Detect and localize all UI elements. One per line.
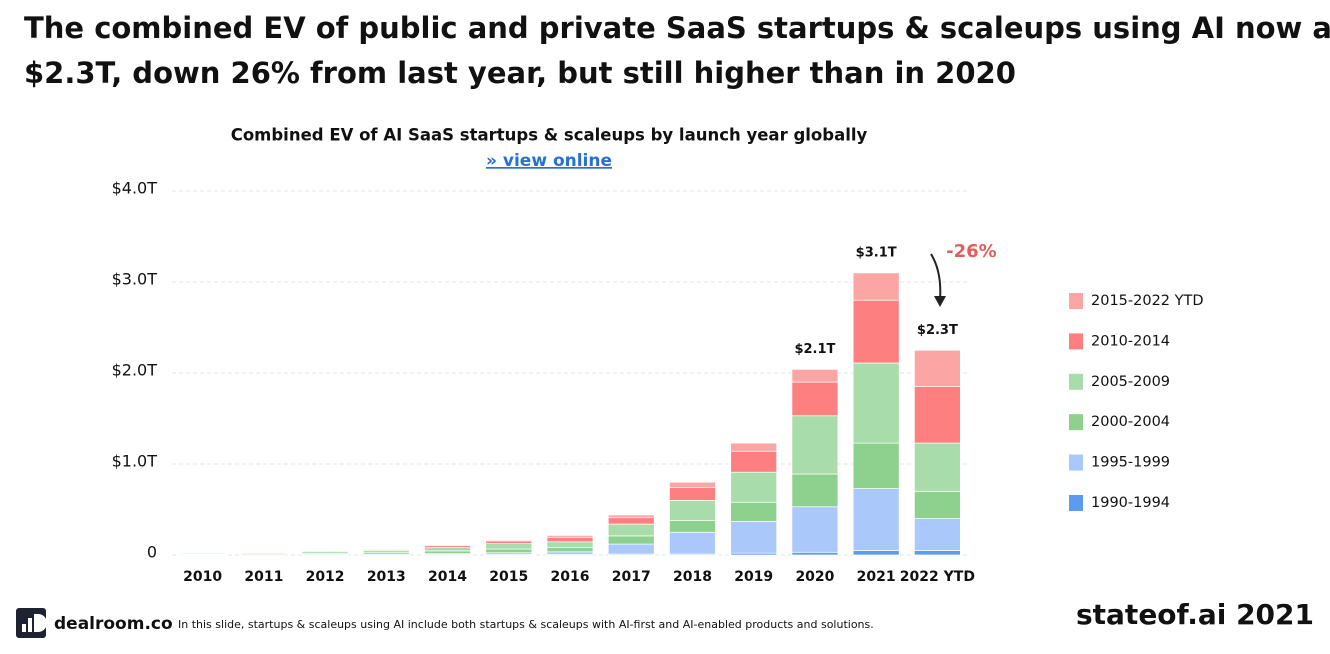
arrow — [930, 253, 942, 301]
bar-segment — [424, 546, 471, 552]
headline: $2.3T, down 26% from last year, but stil… — [24, 56, 1016, 90]
legend-swatch — [1069, 373, 1083, 390]
bar-segment — [730, 471, 778, 503]
x-tick-label: 2015 — [489, 569, 528, 585]
bar-segment — [852, 362, 900, 444]
x-tick-label: 2012 — [306, 569, 345, 585]
view-online-link[interactable]: » view online — [486, 151, 612, 171]
y-tick-label: $4.0T — [112, 179, 158, 198]
arrow-head — [934, 296, 946, 307]
bar-segment — [852, 442, 900, 489]
bar-segment — [914, 550, 961, 556]
total-label: $2.1T — [794, 342, 835, 357]
x-tick-label: 2018 — [673, 569, 712, 585]
legend-label: 2005-2009 — [1091, 374, 1170, 390]
bar-segment — [546, 536, 594, 543]
brand: dealroom.co — [54, 614, 173, 634]
bar-segment — [485, 539, 533, 542]
bar-segment — [791, 415, 839, 475]
x-tick-label: 2010 — [183, 569, 222, 585]
bar-segment — [669, 487, 716, 501]
bar-segment — [730, 442, 778, 452]
logo — [16, 608, 47, 638]
bar-segment — [852, 299, 900, 364]
bar-segment — [607, 543, 655, 555]
bar-segment — [362, 549, 410, 551]
y-tick-label: $1.0T — [112, 452, 158, 471]
y-tick-label: $3.0T — [112, 270, 158, 289]
bar-segment — [852, 272, 900, 301]
legend-swatch — [1069, 454, 1083, 471]
bar-segment — [485, 548, 533, 554]
bar-segment — [546, 535, 594, 538]
total-label: $2.3T — [917, 323, 958, 338]
bar-segment — [669, 520, 716, 533]
x-tick-label: 2020 — [795, 569, 834, 585]
legend-label: 2000-2004 — [1091, 414, 1170, 430]
bar-segment — [485, 540, 533, 544]
legend-swatch — [1069, 333, 1083, 350]
total-label: $3.1T — [856, 245, 897, 260]
bar-segment — [424, 550, 471, 554]
x-tick-label: 2014 — [428, 569, 467, 585]
y-tick-label: 0 — [147, 543, 157, 562]
source: stateof.ai 2021 — [1076, 598, 1314, 631]
change-label: -26% — [946, 241, 997, 262]
bar-segment — [914, 349, 961, 388]
legend-swatch — [1069, 495, 1083, 511]
bar-segment — [607, 535, 655, 545]
bar-segment — [730, 501, 778, 522]
bar-segment — [546, 541, 594, 548]
footnote: In this slide, startups & scaleups using… — [178, 618, 874, 631]
bar-segment — [669, 481, 716, 489]
bar-segment — [791, 551, 839, 556]
bar-segment — [730, 520, 778, 554]
headline: The combined EV of public and private Sa… — [24, 11, 1330, 45]
bar-segment — [485, 543, 533, 550]
x-tick-label: 2021 — [857, 569, 896, 585]
bar-segment — [914, 442, 961, 492]
x-tick-label: 2019 — [734, 569, 773, 585]
x-tick-label: 2011 — [244, 569, 283, 585]
chart-title: Combined EV of AI SaaS startups & scaleu… — [231, 126, 868, 145]
bar-segment — [607, 514, 655, 519]
bar-segment — [791, 473, 839, 508]
bar-segment — [546, 546, 594, 553]
bar-segment — [914, 518, 961, 551]
x-tick-label: 2017 — [612, 569, 651, 585]
bar-segment — [791, 506, 839, 553]
bar-segment — [914, 386, 961, 444]
bar-segment — [607, 523, 655, 537]
bar-segment — [852, 488, 900, 551]
bar-segment — [669, 500, 716, 521]
bar-segment — [791, 369, 839, 383]
legend-swatch — [1069, 414, 1083, 431]
x-tick-label: 2013 — [367, 569, 406, 585]
legend-label: 1990-1994 — [1091, 495, 1170, 511]
bar-segment — [607, 517, 655, 525]
x-tick-label: 2022 YTD — [900, 569, 975, 585]
bar-segment — [669, 531, 716, 555]
legend-label: 1995-1999 — [1091, 455, 1170, 471]
legend-swatch — [1069, 293, 1083, 309]
x-tick-label: 2016 — [551, 569, 590, 585]
legend-label: 2010-2014 — [1091, 333, 1170, 349]
bar-segment — [730, 450, 778, 473]
bar-segment — [179, 552, 226, 555]
bar-segment — [791, 381, 839, 417]
y-tick-label: $2.0T — [112, 361, 158, 380]
bar-segment — [546, 551, 594, 555]
bar-segment — [852, 550, 900, 556]
bar-segment — [914, 490, 961, 519]
legend-label: 2015-2022 YTD — [1091, 293, 1204, 309]
